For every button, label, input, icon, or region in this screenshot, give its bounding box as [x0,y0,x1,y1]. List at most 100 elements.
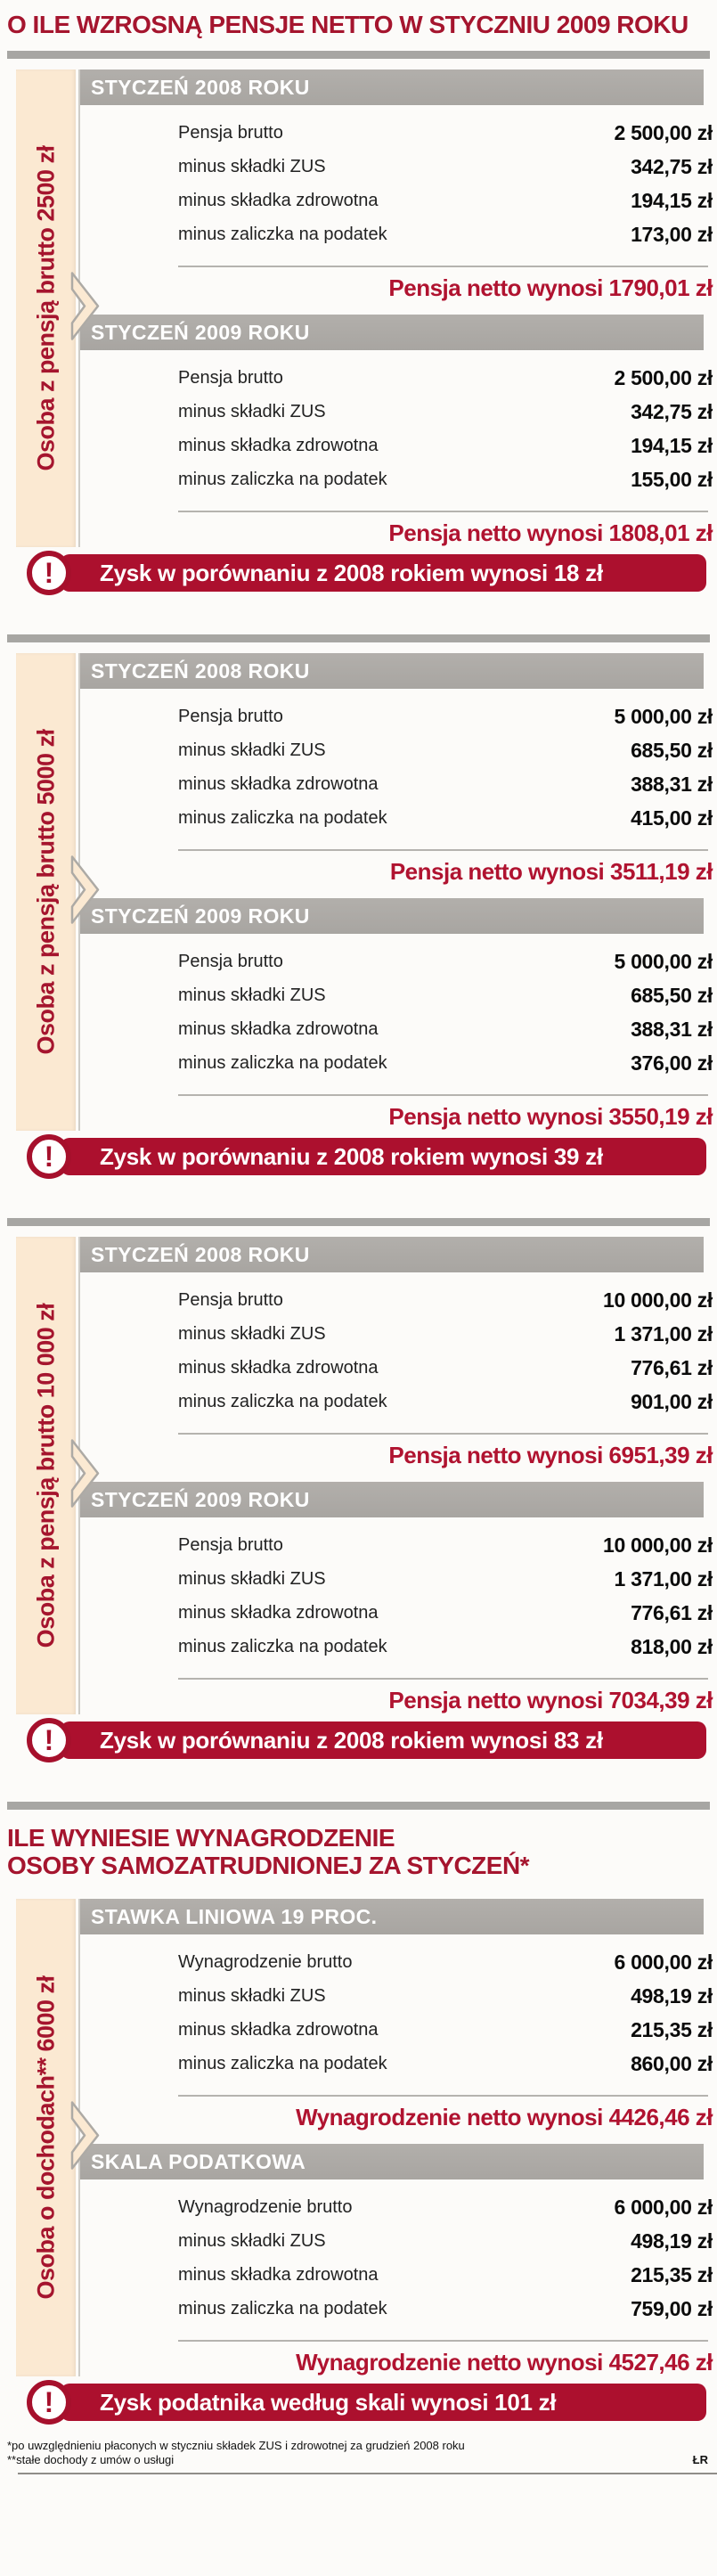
net-result: Pensja netto wynosi 1790,01 zł [388,274,713,301]
section-title-selfemployed: ILE WYNIESIE WYNAGRODZENIE OSOBY SAMOZAT… [7,1824,710,1879]
side-banner: Osoba z pensją brutto 5000 zł [16,653,100,1131]
row-label: minus zaliczka na podatek [178,2053,387,2073]
result-divider [178,849,708,851]
page-title: O ILE WZROSNĄ PENSJE NETTO W STYCZNIU 20… [7,11,688,38]
row-label: minus składka zdrowotna [178,2264,379,2285]
section-content: STYCZEŃ 2008 ROKU Pensja brutto 5 000,00 … [80,653,717,1131]
row-label: minus składki ZUS [178,740,326,760]
row-value: 5 000,00 zł [614,704,713,728]
row-label: minus składka zdrowotna [178,435,379,455]
gain-banner: Zysk w porównaniu z 2008 rokiem wynosi 1… [27,551,706,595]
row-value: 194,15 zł [631,188,713,212]
row-value: 215,35 zł [631,2262,713,2286]
row-label: minus składki ZUS [178,401,326,421]
divider [7,1218,710,1226]
row-label: minus składki ZUS [178,1568,326,1589]
vertical-divider [78,1237,80,1714]
arrow-right-icon [69,266,105,351]
row-value: 2 500,00 zł [614,365,713,389]
block-2009: STYCZEŃ 2009 ROKU Pensja brutto 5 000,00 … [80,898,717,1131]
row-label: minus składka zdrowotna [178,190,379,210]
table-row: minus składki ZUS 342,75 zł [80,150,717,184]
block-header: STYCZEŃ 2009 ROKU [80,315,704,350]
row-value: 685,50 zł [631,738,713,762]
block-header: STYCZEŃ 2008 ROKU [80,1237,704,1272]
row-label: Wynagrodzenie brutto [178,1951,353,1972]
row-value: 818,00 zł [631,1634,713,1658]
block-2008: STYCZEŃ 2008 ROKU Pensja brutto 2 500,00 … [80,70,717,302]
block-header: STYCZEŃ 2008 ROKU [80,70,704,105]
table-row: minus składka zdrowotna 776,61 zł [80,1351,717,1385]
net-result: Pensja netto wynosi 1808,01 zł [388,519,713,546]
row-value: 860,00 zł [631,2051,713,2075]
arrow-right-icon [69,2096,105,2180]
table-row: Pensja brutto 5 000,00 zł [80,699,717,733]
table-row: minus składki ZUS 498,19 zł [80,1979,717,2013]
row-value: 388,31 zł [631,772,713,796]
section-brutto-10000: Osoba z pensją brutto 10 000 zł STYCZEŃ … [0,1237,717,1762]
row-label: minus zaliczka na podatek [178,469,387,489]
table-row: Pensja brutto 5 000,00 zł [80,945,717,978]
exclamation-icon: ! [27,2380,71,2425]
block-2009: STYCZEŃ 2009 ROKU Pensja brutto 2 500,00 … [80,315,717,547]
row-label: minus zaliczka na podatek [178,1636,387,1656]
row-label: minus składka zdrowotna [178,1602,379,1623]
divider [7,634,710,642]
side-banner: Osoba z pensją brutto 10 000 zł [16,1237,100,1714]
row-value: 498,19 zł [631,1983,713,2008]
gain-bar: Zysk w porównaniu z 2008 rokiem wynosi 3… [61,1138,706,1175]
net-result: Pensja netto wynosi 7034,39 zł [388,1687,713,1713]
net-result: Pensja netto wynosi 3550,19 zł [388,1103,713,1130]
table-row: Pensja brutto 2 500,00 zł [80,361,717,395]
row-value: 194,15 zł [631,433,713,457]
table-row: minus składki ZUS 1 371,00 zł [80,1317,717,1351]
row-value: 342,75 zł [631,154,713,178]
gain-banner: Zysk w porównaniu z 2008 rokiem wynosi 3… [27,1134,706,1179]
divider [7,1802,710,1810]
row-value: 6 000,00 zł [614,1950,713,1974]
row-label: minus zaliczka na podatek [178,1391,387,1411]
block-header: STYCZEŃ 2008 ROKU [80,653,704,689]
side-column: Osoba z pensją brutto 10 000 zł [0,1237,100,1714]
bottom-divider [18,2473,717,2474]
table-row: Wynagrodzenie brutto 6 000,00 zł [80,1945,717,1979]
table-row: minus zaliczka na podatek 376,00 zł [80,1046,717,1080]
vertical-divider [78,1899,80,2376]
table-row: minus zaliczka na podatek 155,00 zł [80,462,717,496]
block-header: STYCZEŃ 2009 ROKU [80,898,704,934]
row-value: 2 500,00 zł [614,120,713,144]
row-label: minus zaliczka na podatek [178,224,387,244]
table-row: minus zaliczka na podatek 860,00 zł [80,2047,717,2081]
row-value: 376,00 zł [631,1051,713,1075]
row-value: 498,19 zł [631,2228,713,2253]
row-label: Pensja brutto [178,367,283,388]
side-banner-label: Osoba z pensją brutto 2500 zł [32,145,59,471]
block-tax-scale: SKALA PODATKOWA Wynagrodzenie brutto 6 00… [80,2144,717,2376]
table-row: minus zaliczka na podatek 901,00 zł [80,1385,717,1419]
net-result: Pensja netto wynosi 6951,39 zł [388,1442,713,1468]
table-row: minus zaliczka na podatek 818,00 zł [80,1630,717,1664]
row-label: minus składki ZUS [178,2230,326,2251]
net-result: Wynagrodzenie netto wynosi 4527,46 zł [296,2349,713,2376]
table-row: minus zaliczka na podatek 415,00 zł [80,801,717,835]
result-divider [178,1094,708,1096]
table-row: Wynagrodzenie brutto 6 000,00 zł [80,2190,717,2224]
row-label: minus zaliczka na podatek [178,2298,387,2318]
row-label: minus składki ZUS [178,1323,326,1344]
table-row: minus zaliczka na podatek 173,00 zł [80,217,717,251]
side-banner: Osoba o dochodach** 6000 zł [16,1899,100,2376]
section-content: STYCZEŃ 2008 ROKU Pensja brutto 2 500,00 … [80,70,717,547]
row-value: 776,61 zł [631,1600,713,1624]
table-row: minus składki ZUS 498,19 zł [80,2224,717,2258]
row-value: 1 371,00 zł [614,1566,713,1591]
vertical-divider [78,70,80,547]
table-row: minus składki ZUS 685,50 zł [80,978,717,1012]
row-value: 10 000,00 zł [602,1533,713,1557]
table-row: Pensja brutto 10 000,00 zł [80,1283,717,1317]
gain-banner: Zysk w porównaniu z 2008 rokiem wynosi 8… [27,1718,706,1762]
row-label: Pensja brutto [178,706,283,726]
row-value: 173,00 zł [631,222,713,246]
row-label: Pensja brutto [178,1289,283,1310]
table-row: minus składki ZUS 1 371,00 zł [80,1562,717,1596]
row-label: minus składki ZUS [178,1985,326,2006]
